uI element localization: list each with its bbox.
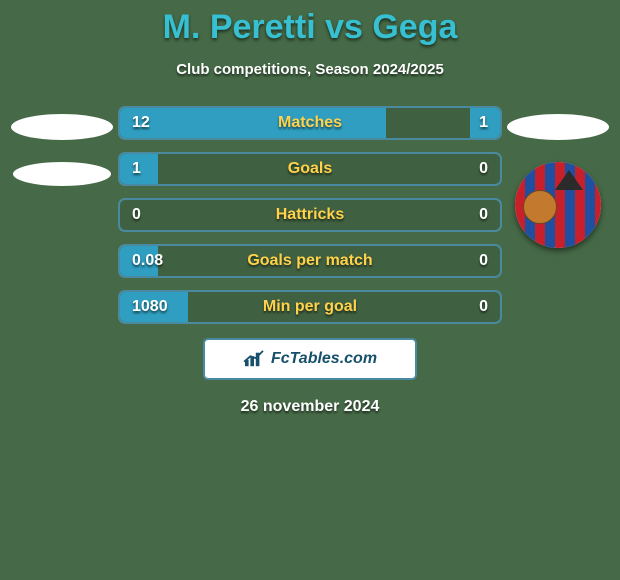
stats-bars: 12Matches1 1Goals0 0Hattricks0 0.08Goals pe… bbox=[116, 106, 504, 324]
stat-bar: 0Hattricks0 bbox=[118, 198, 502, 232]
stat-bar: 1080Min per goal0 bbox=[118, 290, 502, 324]
brand-badge: FcTables.com bbox=[203, 338, 417, 380]
bar-label: Matches bbox=[120, 114, 500, 132]
badge-ball-icon bbox=[523, 190, 557, 224]
stat-bar: 1Goals0 bbox=[118, 152, 502, 186]
right-club-badge-icon bbox=[515, 162, 601, 248]
stat-bar: 12Matches1 bbox=[118, 106, 502, 140]
badge-mountain-icon bbox=[555, 170, 583, 190]
subtitle: Club competitions, Season 2024/2025 bbox=[176, 61, 444, 78]
left-club-icon bbox=[13, 162, 111, 186]
stat-bar: 0.08Goals per match0 bbox=[118, 244, 502, 278]
right-flag-icon bbox=[507, 114, 609, 140]
bar-label: Goals per match bbox=[120, 252, 500, 270]
bar-label: Goals bbox=[120, 160, 500, 178]
brand-chart-icon bbox=[243, 350, 265, 368]
date-text: 26 november 2024 bbox=[241, 398, 380, 416]
infographic-container: M. Peretti vs Gega Club competitions, Se… bbox=[0, 0, 620, 580]
bar-label: Hattricks bbox=[120, 206, 500, 224]
bar-label: Min per goal bbox=[120, 298, 500, 316]
page-title: M. Peretti vs Gega bbox=[163, 8, 458, 47]
content-row: 12Matches1 1Goals0 0Hattricks0 0.08Goals pe… bbox=[0, 106, 620, 324]
left-player-col bbox=[8, 106, 116, 186]
brand-text: FcTables.com bbox=[271, 350, 377, 368]
right-player-col bbox=[504, 106, 612, 248]
left-flag-icon bbox=[11, 114, 113, 140]
